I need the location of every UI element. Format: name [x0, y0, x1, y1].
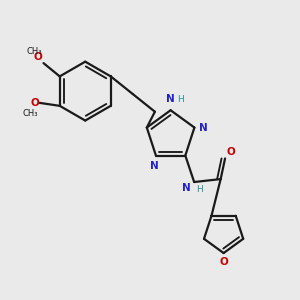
Text: O: O — [227, 147, 236, 157]
Text: H: H — [196, 185, 202, 194]
Text: O: O — [34, 52, 43, 62]
Text: N: N — [199, 122, 208, 133]
Text: CH₃: CH₃ — [27, 47, 42, 56]
Text: CH₃: CH₃ — [23, 109, 38, 118]
Text: O: O — [219, 257, 228, 268]
Text: O: O — [30, 98, 39, 108]
Text: N: N — [150, 161, 159, 171]
Text: N: N — [182, 184, 191, 194]
Text: H: H — [177, 95, 184, 104]
Text: N: N — [166, 94, 175, 104]
